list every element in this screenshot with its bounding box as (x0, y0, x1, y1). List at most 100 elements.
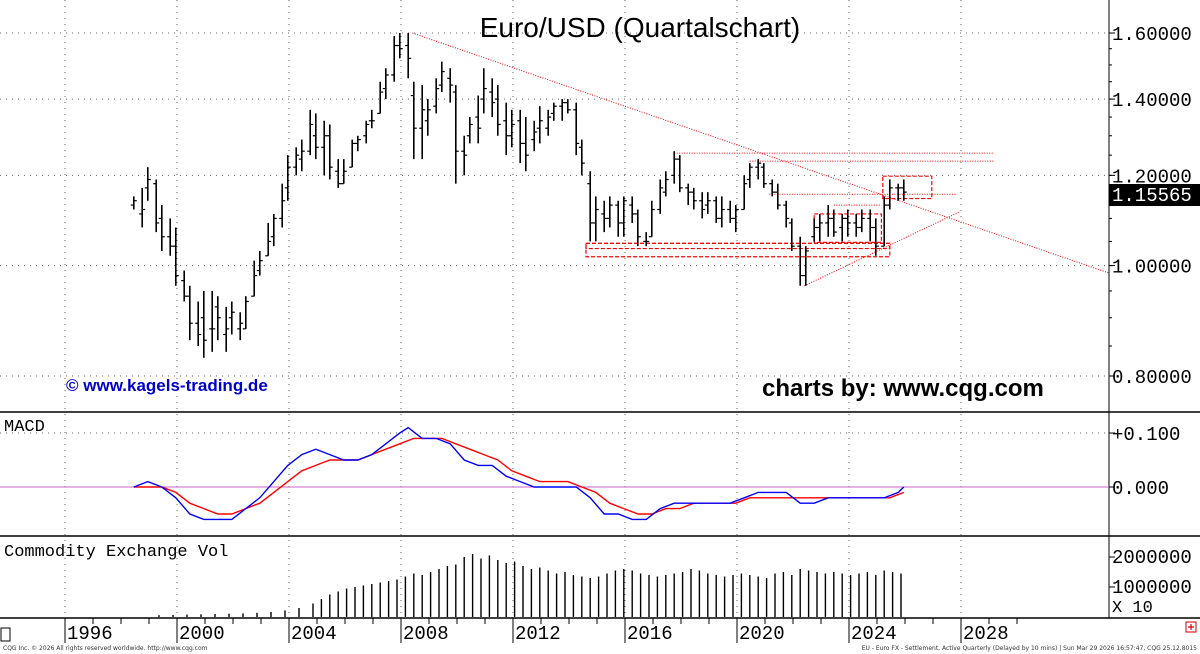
last-price-badge (1109, 184, 1200, 206)
ohlc-bar (321, 120, 328, 176)
ohlc-bar (615, 200, 622, 237)
ohlc-bar (573, 102, 580, 156)
ohlc-bar (396, 33, 403, 59)
volume-tick-label: 2000000 (1112, 547, 1192, 569)
ohlc-bar (480, 68, 487, 114)
ohlc-bar (326, 124, 333, 180)
ohlc-bar (788, 218, 795, 251)
ohlc-bar (172, 227, 179, 286)
ohlc-bar (564, 99, 571, 114)
ohlc-bar (830, 209, 837, 237)
macd-tick-label: +0.100 (1112, 424, 1180, 446)
ohlc-bar (536, 106, 543, 144)
ohlc-bar (424, 99, 431, 136)
time-tick-label: 2020 (739, 623, 785, 643)
ohlc-bar (167, 218, 174, 256)
ohlc-bar (886, 179, 893, 210)
ohlc-bar (746, 163, 753, 188)
ohlc-bar (522, 117, 529, 172)
ohlc-bar (755, 159, 762, 180)
ohlc-bar (657, 179, 664, 214)
ohlc-bar (293, 147, 300, 176)
ohlc-bar (186, 285, 193, 341)
ohlc-bar (368, 109, 375, 129)
ohlc-bar (634, 209, 641, 247)
ohlc-bar (214, 296, 221, 341)
time-tick-label: 2008 (403, 623, 449, 643)
ohlc-bar (466, 117, 473, 144)
support-zone-inner (585, 242, 891, 250)
ohlc-bar (335, 159, 342, 188)
price-tick-label: 1.40000 (1112, 90, 1192, 112)
watermark-cqg: charts by: www.cqg.com (762, 375, 1044, 402)
ohlc-bar (242, 296, 249, 330)
ohlc-bar (144, 167, 151, 201)
ohlc-bar (643, 232, 650, 247)
ohlc-bar (881, 196, 888, 247)
ohlc-bar (858, 209, 865, 233)
ohlc-bar (391, 36, 398, 82)
volume-label: Commodity Exchange Vol (4, 543, 228, 562)
macd-panel (133, 426, 905, 521)
ohlc-bar (410, 81, 417, 160)
time-tick-label: 2016 (627, 623, 673, 643)
ohlc-bar (592, 196, 599, 242)
uptrend-line (804, 211, 961, 287)
ohlc-bar (545, 109, 552, 136)
main-downtrend-line (412, 32, 1110, 274)
ohlc-bar (195, 301, 202, 347)
macd-tick-label: 0.000 (1112, 478, 1169, 500)
footer-instrument-info: EU - Euro FX - Settlement, Active Quarte… (861, 645, 1197, 652)
ohlc-bar (872, 218, 879, 256)
ohlc-bar (774, 183, 781, 210)
ohlc-bar (690, 187, 697, 210)
ohlc-bar (494, 85, 501, 136)
ohlc-bar (340, 159, 347, 185)
ohlc-bar (223, 306, 230, 352)
ohlc-bar (811, 218, 818, 242)
ohlc-bar (265, 222, 272, 257)
zoom-arrows-icon[interactable] (1185, 621, 1197, 633)
ohlc-bar (825, 205, 832, 237)
ohlc-bar (844, 209, 851, 237)
ohlc-bar (839, 213, 846, 242)
ohlc-bar (648, 200, 655, 238)
ohlc-bar (601, 200, 608, 233)
ohlc-bar (438, 61, 445, 93)
ohlc-bar (251, 260, 258, 297)
ohlc-bar (130, 196, 137, 210)
ohlc-bar (452, 85, 459, 184)
ohlc-bar (713, 196, 720, 223)
ohlc-bar (256, 250, 263, 276)
ohlc-bar (158, 205, 165, 251)
ohlc-bar (769, 179, 776, 197)
ohlc-bar (354, 135, 361, 152)
ohlc-bar (475, 95, 482, 144)
ohlc-bar (139, 187, 146, 228)
ohlc-bar (699, 192, 706, 219)
ohlc-bar (200, 290, 207, 358)
ohlc-bar (279, 183, 286, 228)
ohlc-bar (741, 175, 748, 211)
time-tick-label: 2004 (291, 623, 337, 643)
ohlc-bar (732, 205, 739, 233)
ohlc-bar (153, 179, 160, 233)
scroll-left-handle[interactable] (0, 627, 11, 642)
footer-copyright: CQG Inc. © 2026 All rights reserved worl… (3, 645, 208, 652)
macd-line (133, 426, 905, 521)
ohlc-bar (419, 85, 426, 160)
time-tick-label: 2012 (515, 623, 561, 643)
volume-multiplier: X 10 (1112, 599, 1153, 618)
ohlc-bar (550, 102, 557, 121)
ohlc-bar (228, 301, 235, 335)
ohlc-bar (433, 78, 440, 114)
ohlc-bar (867, 209, 874, 242)
volume-tick-label: 1000000 (1112, 577, 1192, 599)
chart-title: Euro/USD (Quartalschart) (480, 12, 801, 43)
ohlc-bar (312, 113, 319, 160)
ohlc-bar (816, 213, 823, 242)
time-tick-label: 2000 (179, 623, 225, 643)
ohlc-bar (783, 200, 790, 228)
ohlc-bar (307, 109, 314, 156)
